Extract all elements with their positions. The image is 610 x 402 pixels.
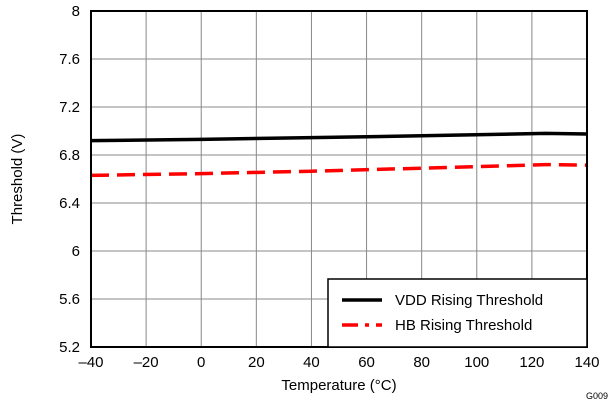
y-axis-title: Threshold (V): [9, 134, 26, 225]
y-tick-label: 7.6: [59, 51, 80, 68]
x-axis-title: Temperature (°C): [281, 377, 396, 394]
y-tick-label: 5.6: [59, 291, 80, 308]
series-line-vdd-rising-threshold: [90, 131, 588, 143]
legend: VDD Rising Threshold HB Rising Threshold: [327, 278, 588, 348]
x-tick-label: 40: [303, 354, 320, 371]
x-tick-label: 0: [197, 354, 205, 371]
series-line-hb-rising-threshold: [90, 162, 588, 178]
legend-label-hb-rising-threshold: HB Rising Threshold: [395, 317, 532, 334]
x-tick-label: 80: [413, 354, 430, 371]
x-tick-label: 20: [248, 354, 265, 371]
data-series: [90, 131, 588, 178]
legend-box: [327, 278, 588, 348]
y-tick-label: 6.8: [59, 147, 80, 164]
legend-label-vdd-rising-threshold: VDD Rising Threshold: [395, 292, 543, 309]
y-tick-label: 5.2: [59, 339, 80, 356]
y-tick-label: 6.4: [59, 195, 80, 212]
x-tick-label: 100: [464, 354, 489, 371]
y-tick-label: 7.2: [59, 99, 80, 116]
x-tick-label: 120: [519, 354, 544, 371]
figure-id: G009: [586, 391, 608, 401]
y-tick-label: 8: [72, 3, 80, 20]
y-axis-tick-labels: 5.2 5.6 6 6.4 6.8 7.2 7.6 8: [59, 3, 80, 356]
y-tick-label: 6: [72, 243, 80, 260]
x-axis-tick-labels: –40 –20 0 20 40 60 80 100 120 140: [78, 354, 599, 371]
x-tick-label: –40: [78, 354, 103, 371]
x-tick-label: 60: [358, 354, 375, 371]
x-tick-label: –20: [134, 354, 159, 371]
x-tick-label: 140: [574, 354, 599, 371]
